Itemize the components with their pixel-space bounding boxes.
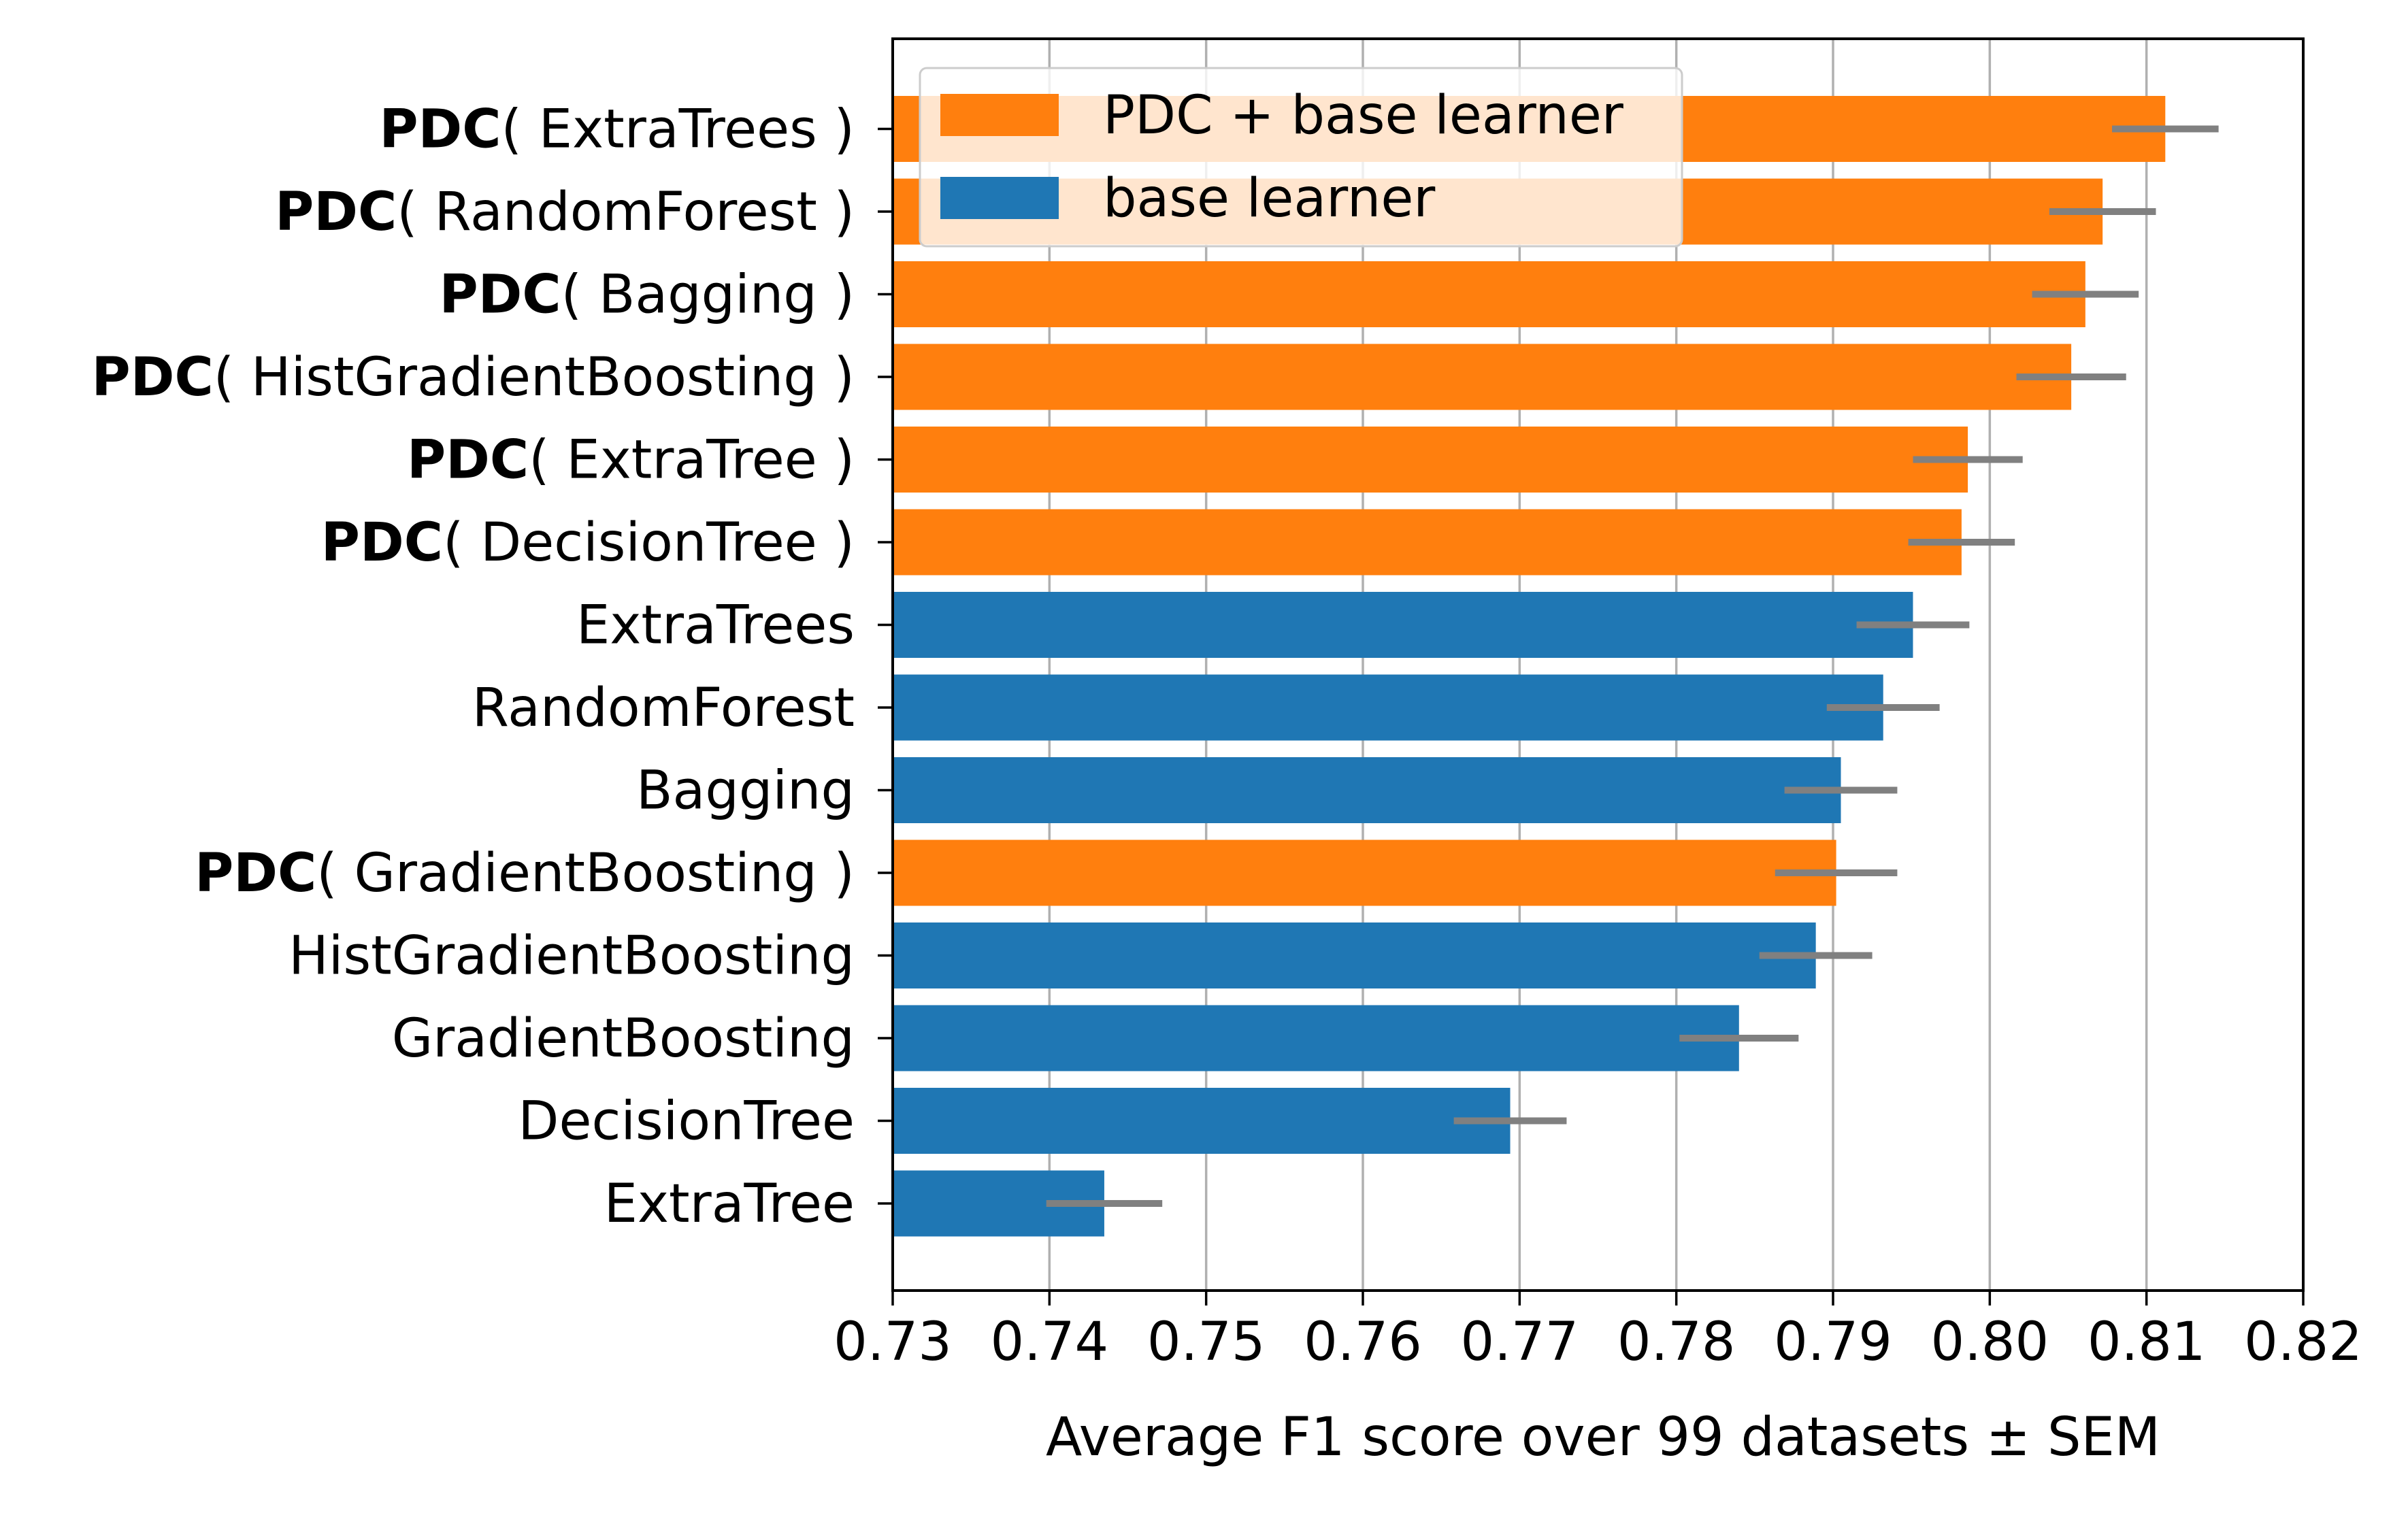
bar: [893, 592, 1913, 658]
bar-layer: [893, 96, 2166, 1237]
y-tick-label-text: ( HistGradientBoosting ): [214, 347, 855, 408]
y-tick-label-text: ( Bagging ): [561, 265, 855, 326]
bar: [893, 1088, 1511, 1154]
legend-swatch: [940, 94, 1059, 136]
y-tick-label: GradientBoosting: [392, 1008, 855, 1069]
bar: [893, 674, 1883, 741]
bar: [893, 344, 2072, 410]
y-tick-label: PDC( GradientBoosting ): [195, 843, 855, 904]
bar: [893, 839, 1836, 906]
y-tick-label-prefix: PDC: [92, 347, 214, 408]
legend-label: base learner: [1103, 168, 1436, 229]
y-tick-label-text: ExtraTrees: [576, 595, 855, 656]
y-tick-label: Bagging: [636, 761, 855, 822]
y-tick-label: ExtraTrees: [576, 595, 855, 656]
bar: [893, 427, 1968, 493]
y-tick-label-text: ( ExtraTrees ): [501, 99, 855, 161]
y-tick-label-text: Bagging: [636, 761, 855, 822]
y-tick-label: PDC( ExtraTree ): [407, 430, 855, 491]
y-tick-label: PDC( DecisionTree ): [321, 512, 855, 573]
bar: [893, 757, 1841, 823]
x-tick-label: 0.73: [834, 1312, 952, 1373]
y-tick-label: RandomForest: [472, 678, 855, 739]
y-tick-label-prefix: PDC: [379, 99, 501, 161]
y-tick-label-prefix: PDC: [439, 265, 561, 326]
legend-swatch: [940, 177, 1059, 219]
y-tick-label-text: RandomForest: [472, 678, 855, 739]
x-tick-label: 0.76: [1304, 1312, 1422, 1373]
x-tick-label: 0.78: [1617, 1312, 1736, 1373]
x-tick-label: 0.81: [2088, 1312, 2206, 1373]
y-tick-label-prefix: PDC: [275, 182, 397, 243]
y-tick-label-prefix: PDC: [407, 430, 529, 491]
y-tick-label-text: ( ExtraTree ): [529, 430, 855, 491]
legend: PDC + base learner base learner: [919, 67, 1683, 248]
legend-label: PDC + base learner: [1103, 85, 1624, 146]
y-tick-label-prefix: PDC: [321, 512, 443, 573]
bar: [893, 1005, 1739, 1071]
y-tick-label-text: GradientBoosting: [392, 1008, 855, 1069]
y-tick-label-text: ( DecisionTree ): [443, 512, 855, 573]
y-tick-label: PDC( ExtraTrees ): [379, 99, 855, 161]
y-tick-label-text: ( RandomForest ): [397, 182, 855, 243]
legend-box: [919, 67, 1683, 248]
y-tick-label: PDC( HistGradientBoosting ): [92, 347, 855, 408]
y-tick-label-text: DecisionTree: [518, 1091, 855, 1152]
y-tick-label-text: HistGradientBoosting: [288, 926, 855, 987]
y-tick-label: HistGradientBoosting: [288, 926, 855, 987]
bar: [893, 922, 1816, 988]
y-tick-label: DecisionTree: [518, 1091, 855, 1152]
axis-layer: 0.73 0.74 0.75 0.76 0.77 0.78 0.79 0.80 0.81 0.82…: [92, 37, 2362, 1373]
x-tick-label: 0.74: [990, 1312, 1108, 1373]
y-tick-label: PDC( RandomForest ): [275, 182, 855, 243]
x-tick-label: 0.77: [1460, 1312, 1579, 1373]
y-tick-label: ExtraTree: [604, 1174, 855, 1235]
bar: [893, 261, 2085, 327]
plot-frame: [891, 37, 2305, 1292]
y-tick-label: PDC( Bagging ): [439, 265, 855, 326]
errorbar-layer: [1046, 125, 2219, 1207]
x-axis-title: Average F1 score over 99 datasets ± SEM: [1046, 1407, 2160, 1468]
x-tick-label: 0.80: [1930, 1312, 2049, 1373]
y-tick-label-text: ( GradientBoosting ): [316, 843, 855, 904]
y-tick-label-text: ExtraTree: [604, 1174, 855, 1235]
x-tick-label: 0.82: [2244, 1312, 2362, 1373]
y-tick-label-prefix: PDC: [195, 843, 316, 904]
x-tick-label: 0.79: [1774, 1312, 1892, 1373]
x-tick-label: 0.75: [1147, 1312, 1266, 1373]
bar: [893, 509, 1962, 576]
